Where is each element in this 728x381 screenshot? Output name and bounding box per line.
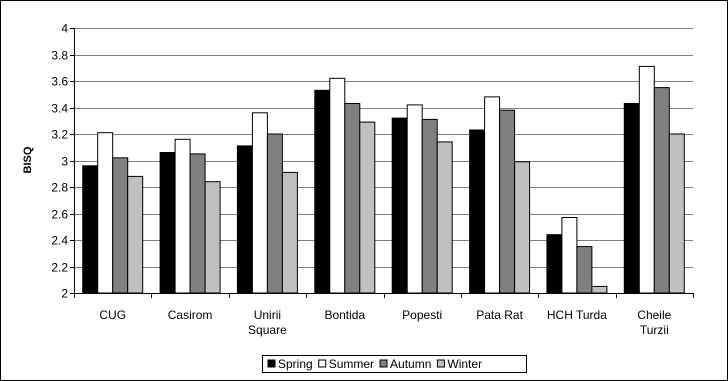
bar-summer — [329, 77, 346, 294]
bar-summer — [251, 112, 268, 294]
bar-spring — [546, 234, 563, 294]
y-tick-label: 2.4 — [51, 234, 68, 248]
y-tick-label: 3 — [61, 155, 68, 169]
y-tick-label: 2.8 — [51, 181, 68, 195]
bar-autumn — [576, 246, 593, 294]
x-tick-label: Cheile — [637, 308, 671, 322]
bar-spring — [314, 89, 331, 294]
y-tick-label: 4 — [61, 22, 68, 36]
bar-autumn — [189, 153, 206, 294]
bar-summer — [561, 217, 578, 294]
y-tick-label: 2.6 — [51, 208, 68, 222]
legend: Spring Summer Autumn Winter — [262, 355, 527, 373]
bar-autumn — [266, 133, 283, 294]
bar-autumn — [421, 118, 438, 294]
legend-label-spring: Spring — [278, 357, 313, 371]
x-tick-label: Square — [248, 323, 287, 337]
bar-autumn — [653, 87, 670, 294]
y-tick-label: 3.2 — [51, 128, 68, 142]
x-tick-label: Turzii — [640, 323, 669, 337]
x-tick-label: Bontida — [324, 308, 365, 322]
y-axis-label: BISQ — [22, 146, 34, 173]
legend-swatch-spring — [267, 359, 276, 368]
bar-summer — [406, 104, 423, 294]
bar-summer — [638, 65, 655, 294]
axes — [74, 28, 694, 298]
legend-swatch-winter — [436, 359, 445, 368]
bar-autumn — [499, 109, 516, 294]
x-tick-label: CUG — [99, 308, 126, 322]
x-tick-label: HCH Turda — [547, 308, 607, 322]
legend-box — [262, 355, 527, 373]
bar-winter — [436, 141, 453, 294]
x-tick-label: Popesti — [402, 308, 442, 322]
bar-spring — [391, 117, 408, 294]
bar-spring — [469, 129, 486, 294]
legend-swatch-autumn — [379, 359, 388, 368]
y-tick-label: 2 — [61, 287, 68, 301]
bar-spring — [159, 152, 176, 294]
x-tick-label: Casirom — [168, 308, 213, 322]
bar-summer — [97, 132, 114, 294]
bar-spring — [236, 145, 253, 294]
bar-winter — [359, 121, 376, 294]
bar-winter — [281, 171, 298, 294]
y-tick-label: 3.4 — [51, 102, 68, 116]
legend-label-winter: Winter — [447, 357, 482, 371]
y-axis-ticks: 2 2.2 2.4 2.6 2.8 3 3.2 3.4 3.6 3.8 4 — [51, 22, 74, 301]
bar-autumn — [344, 103, 361, 294]
bar-winter — [514, 161, 531, 294]
bar-summer — [484, 96, 501, 294]
bar-spring — [82, 165, 99, 294]
bar-summer — [174, 138, 191, 294]
bar-winter — [127, 175, 144, 294]
bar-spring — [623, 103, 640, 294]
x-tick-label: Pata Rat — [476, 308, 523, 322]
legend-swatch-summer — [318, 359, 327, 368]
bars — [82, 65, 685, 294]
y-tick-label: 3.6 — [51, 75, 68, 89]
bar-winter — [668, 133, 685, 294]
bar-winter — [591, 285, 608, 294]
y-tick-label: 3.8 — [51, 49, 68, 63]
x-tick-label: Unirii — [254, 308, 281, 322]
legend-label-summer: Summer — [329, 357, 374, 371]
y-tick-label: 2.2 — [51, 261, 68, 275]
bar-winter — [204, 181, 221, 294]
legend-label-autumn: Autumn — [390, 357, 431, 371]
bar-autumn — [112, 157, 129, 294]
